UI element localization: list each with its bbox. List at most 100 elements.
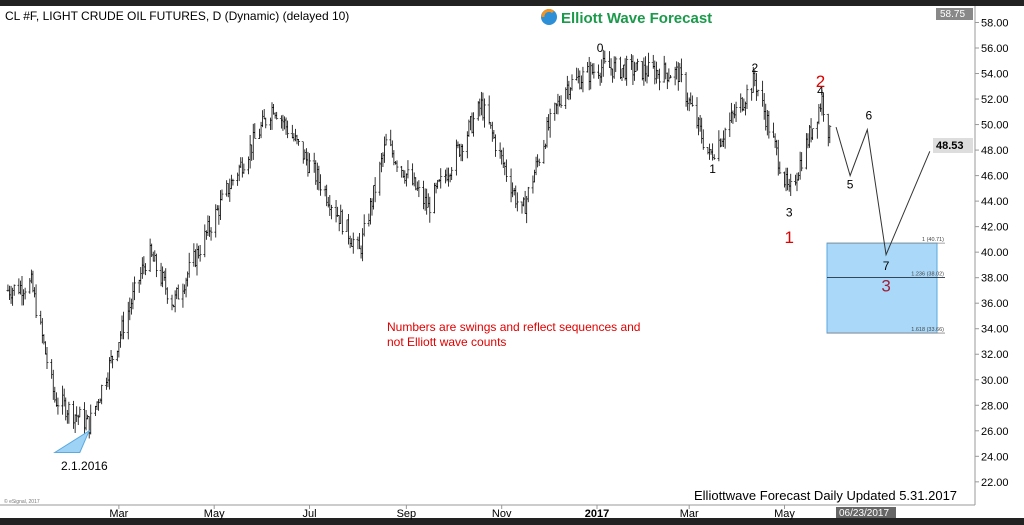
price-bar bbox=[436, 179, 440, 189]
price-bar bbox=[97, 398, 101, 411]
y-tick-label: 34.00 bbox=[981, 324, 1009, 336]
price-bar bbox=[498, 142, 502, 159]
y-tick-label: 48.00 bbox=[981, 145, 1009, 157]
price-bar bbox=[390, 140, 394, 158]
price-bar bbox=[472, 112, 476, 137]
price-bar bbox=[28, 278, 32, 294]
price-bar bbox=[53, 386, 57, 403]
swing-label: 0 bbox=[597, 41, 604, 55]
swing-label: 2 bbox=[751, 61, 758, 75]
price-bar bbox=[567, 80, 571, 101]
price-bar bbox=[731, 110, 735, 124]
swing-label: 3 bbox=[786, 205, 793, 219]
bottom-border bbox=[0, 518, 1024, 525]
price-bar bbox=[42, 334, 46, 345]
price-bar bbox=[600, 59, 604, 83]
price-bar bbox=[318, 174, 322, 196]
price-bar bbox=[576, 68, 580, 84]
swing-label: 3 bbox=[881, 276, 890, 295]
price-bar bbox=[537, 158, 541, 167]
price-bar bbox=[217, 205, 221, 225]
price-bar bbox=[756, 89, 760, 97]
price-bar bbox=[279, 115, 283, 129]
price-bar bbox=[93, 405, 97, 416]
price-bar bbox=[676, 62, 680, 91]
price-bar bbox=[706, 147, 710, 155]
price-bar bbox=[251, 123, 255, 160]
price-bar bbox=[414, 177, 418, 191]
price-bar bbox=[728, 112, 732, 137]
price-bar bbox=[422, 180, 426, 210]
price-bar bbox=[608, 51, 611, 69]
price-bar bbox=[286, 120, 290, 139]
price-bar bbox=[89, 404, 93, 435]
price-bar bbox=[403, 170, 407, 184]
price-bar bbox=[250, 144, 254, 161]
y-tick-label: 52.00 bbox=[981, 94, 1009, 106]
price-bar bbox=[154, 253, 158, 278]
price-bar bbox=[301, 141, 305, 164]
price-bar bbox=[379, 152, 383, 173]
price-bar bbox=[231, 178, 235, 186]
price-bar bbox=[433, 182, 436, 214]
last-price-value: 48.53 bbox=[936, 140, 964, 152]
cursor-date-tag bbox=[836, 507, 896, 518]
price-bar bbox=[509, 168, 513, 203]
price-bar bbox=[798, 151, 802, 180]
price-bar bbox=[787, 178, 791, 192]
price-bar bbox=[654, 61, 658, 84]
price-bar bbox=[356, 236, 360, 250]
price-bar bbox=[783, 171, 786, 188]
price-bar bbox=[636, 58, 640, 71]
price-bar bbox=[511, 182, 515, 198]
price-bar bbox=[809, 118, 813, 143]
price-bar bbox=[67, 401, 71, 424]
price-bar bbox=[411, 163, 415, 186]
x-tick-label: Sep bbox=[397, 508, 417, 520]
y-tick-label: 54.00 bbox=[981, 69, 1009, 81]
price-bar bbox=[315, 162, 319, 190]
y-tick-label: 36.00 bbox=[981, 298, 1009, 310]
price-bar bbox=[370, 198, 374, 216]
price-bar bbox=[487, 95, 491, 125]
price-bar bbox=[470, 112, 474, 134]
price-bar bbox=[39, 310, 43, 325]
price-bar bbox=[348, 235, 352, 249]
price-bar bbox=[325, 184, 329, 207]
price-bar bbox=[323, 185, 327, 197]
price-bar bbox=[804, 133, 808, 170]
price-bar bbox=[712, 154, 716, 160]
y-tick-label: 26.00 bbox=[981, 426, 1009, 438]
price-bar bbox=[483, 98, 486, 128]
low-marker-triangle bbox=[53, 429, 91, 453]
price-bar bbox=[139, 267, 143, 285]
price-bar bbox=[678, 63, 682, 82]
price-bar bbox=[547, 114, 551, 131]
price-bar bbox=[153, 250, 157, 262]
price-bar bbox=[612, 56, 616, 79]
price-bar bbox=[815, 121, 819, 139]
price-bar bbox=[609, 58, 613, 76]
price-bar bbox=[175, 287, 179, 300]
logo: Elliott Wave Forecast bbox=[541, 9, 712, 27]
price-bar bbox=[775, 139, 779, 156]
y-tick-label: 44.00 bbox=[981, 196, 1009, 208]
last-price-tag bbox=[933, 138, 973, 153]
price-bar bbox=[559, 95, 563, 108]
price-bar bbox=[383, 136, 386, 163]
price-bar bbox=[270, 102, 274, 130]
price-bar bbox=[226, 183, 230, 198]
y-tick-label: 46.00 bbox=[981, 171, 1009, 183]
price-bar bbox=[811, 128, 815, 140]
price-bar bbox=[645, 65, 649, 84]
price-bar bbox=[697, 117, 701, 136]
price-bar bbox=[717, 130, 721, 162]
x-tick-label: Nov bbox=[492, 508, 512, 520]
price-bar bbox=[542, 139, 546, 164]
price-bar bbox=[204, 230, 208, 240]
price-bar bbox=[822, 92, 826, 122]
price-bar bbox=[133, 276, 136, 301]
price-bar bbox=[503, 161, 507, 176]
y-tick-label: 28.00 bbox=[981, 400, 1009, 412]
